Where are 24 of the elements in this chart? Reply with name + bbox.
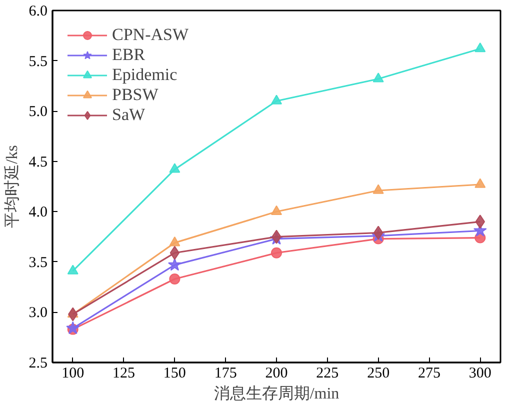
x-tick-label: 250 — [367, 366, 390, 382]
y-axis-title: 平均时延/ks — [2, 145, 21, 228]
y-tick-label: 3.0 — [28, 305, 48, 322]
legend-label: CPN-ASW — [112, 25, 189, 45]
x-axis-title: 消息生存周期/min — [214, 384, 340, 402]
x-tick-label: 300 — [468, 366, 492, 382]
y-tick-label: 5.0 — [28, 104, 48, 120]
x-tick-label: 150 — [163, 366, 186, 382]
legend-label: SaW — [112, 105, 146, 125]
y-tick-label: 4.5 — [28, 154, 48, 170]
legend-label: EBR — [112, 45, 146, 65]
x-tick-label: 225 — [316, 366, 339, 382]
x-tick-label: 125 — [112, 366, 136, 382]
y-tick-label: 4.0 — [28, 204, 48, 221]
x-tick-label: 200 — [265, 366, 288, 382]
y-tick-label: 6.0 — [28, 4, 48, 20]
y-tick-label: 3.5 — [28, 254, 48, 271]
x-tick-label: 275 — [418, 366, 440, 382]
x-tick-label: 100 — [62, 366, 84, 382]
x-tick-label: 175 — [214, 366, 237, 382]
y-tick-label: 2.5 — [28, 356, 48, 372]
legend-label: PBSW — [112, 85, 158, 105]
y-tick-label: 5.5 — [28, 54, 48, 70]
legend-label: Epidemic — [112, 65, 178, 85]
